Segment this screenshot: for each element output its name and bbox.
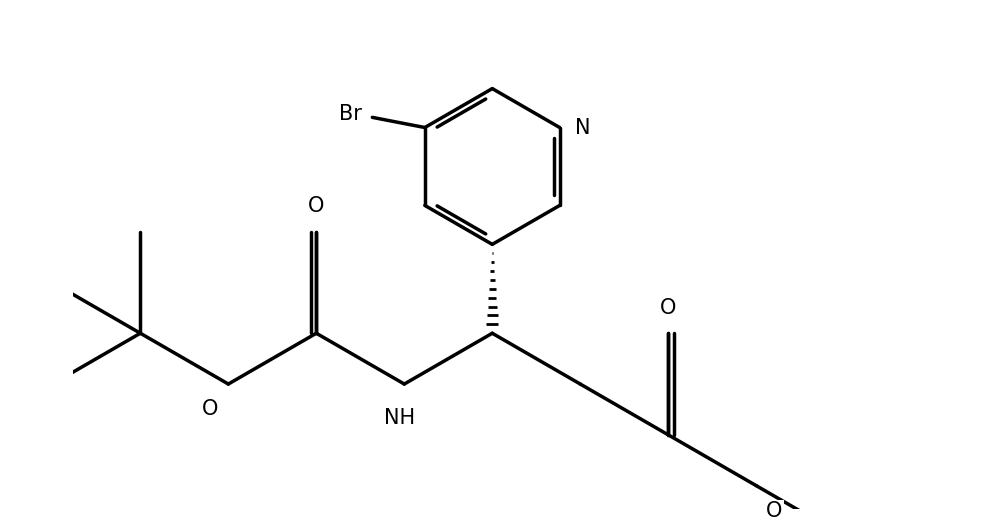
Text: O: O <box>308 196 325 216</box>
Text: O: O <box>767 501 782 521</box>
Text: N: N <box>575 117 591 137</box>
Text: O: O <box>660 298 676 318</box>
Text: Br: Br <box>340 104 362 124</box>
Text: NH: NH <box>384 408 416 428</box>
Text: O: O <box>202 399 218 419</box>
